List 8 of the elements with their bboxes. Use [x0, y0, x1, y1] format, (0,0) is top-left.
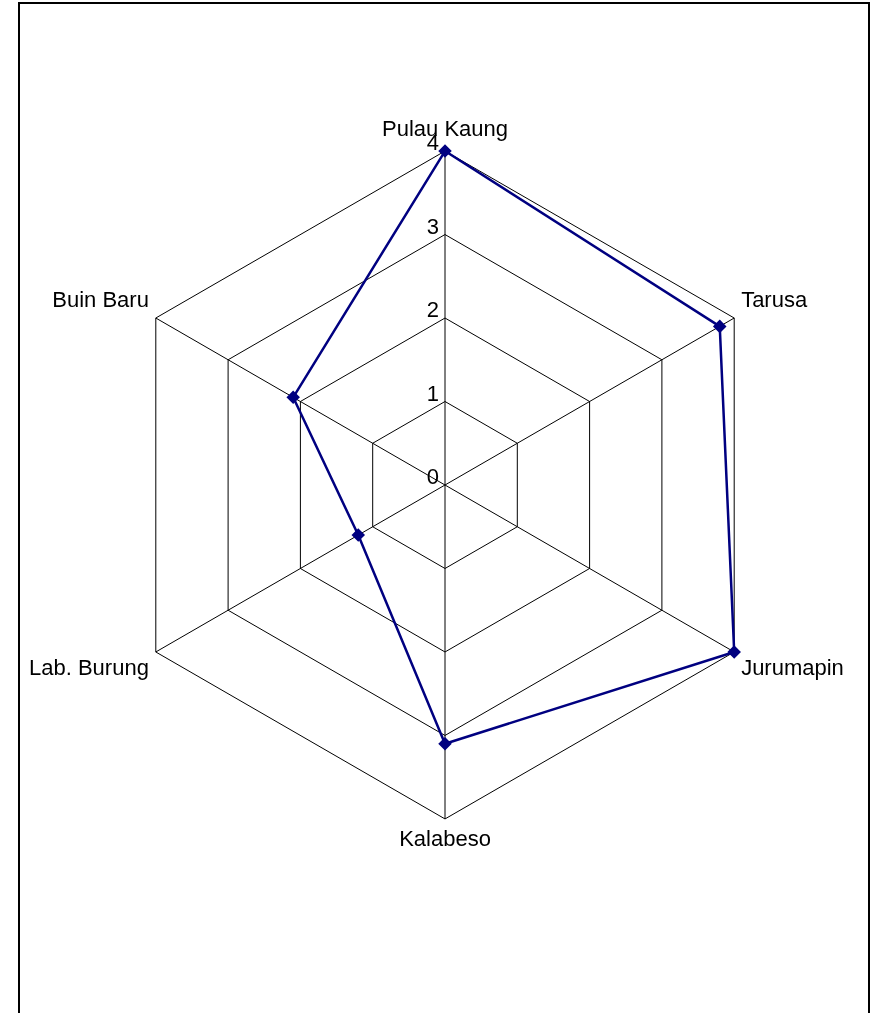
- spoke-label: Kalabeso: [399, 826, 491, 852]
- spoke-label: Jurumapin: [741, 655, 844, 681]
- spoke-label: Tarusa: [741, 286, 808, 312]
- spoke-label: Buin Baru: [52, 286, 149, 312]
- spoke-label: Lab. Burung: [29, 655, 149, 681]
- y-tick-label: 2: [426, 297, 439, 323]
- y-tick-label: 3: [426, 213, 439, 239]
- y-tick-label: 1: [426, 380, 439, 406]
